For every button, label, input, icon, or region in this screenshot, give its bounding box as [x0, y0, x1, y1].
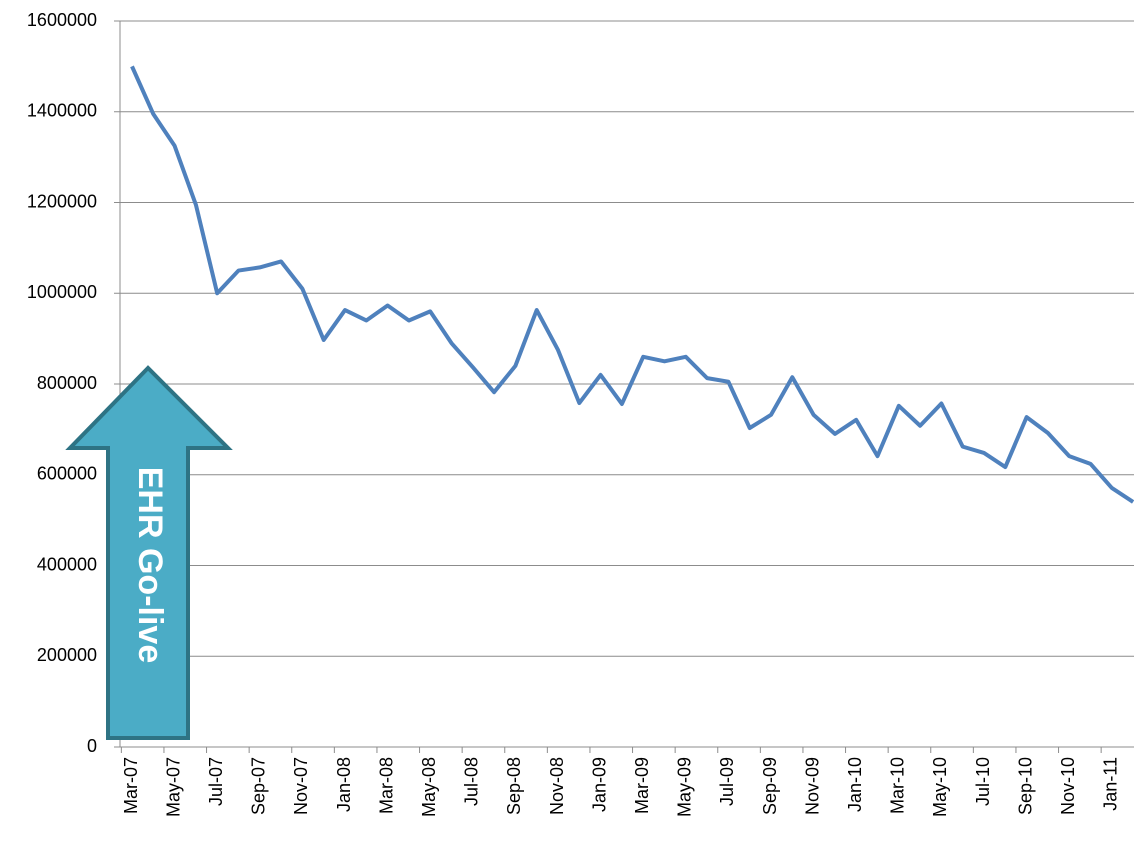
x-tick-label: Mar-08: [376, 757, 396, 814]
y-tick-label: 200000: [37, 645, 97, 665]
y-tick-label: 400000: [37, 554, 97, 574]
x-tick-label: Sep-10: [1015, 757, 1035, 815]
x-tick-label: May-09: [675, 757, 695, 817]
x-tick-label: Nov-10: [1058, 757, 1078, 815]
annotation: EHR Go-live: [131, 467, 169, 663]
x-tick-label: Jan-08: [334, 757, 354, 812]
x-tick-label: Jul-07: [206, 757, 226, 806]
x-tick-label: Sep-09: [760, 757, 780, 815]
x-tick-label: Jul-08: [462, 757, 482, 806]
x-tick-label: Jul-09: [717, 757, 737, 806]
x-tick-label: Nov-08: [547, 757, 567, 815]
x-tick-label: Jan-11: [1101, 757, 1121, 811]
x-tick-label: May-08: [419, 757, 439, 817]
y-tick-label: 600000: [37, 464, 97, 484]
y-tick-label: 1600000: [27, 10, 97, 30]
y-tick-label: 1000000: [27, 282, 97, 302]
x-tick-label: Mar-07: [121, 757, 141, 814]
go-live-arrow: [65, 365, 233, 740]
x-tick-label: Mar-09: [632, 757, 652, 814]
x-tick-label: Jul-10: [973, 757, 993, 806]
x-tick-label: May-07: [163, 757, 183, 817]
x-tick-label: Mar-10: [888, 757, 908, 814]
x-tick-label: Nov-07: [291, 757, 311, 815]
y-tick-label: 800000: [37, 373, 97, 393]
y-tick-label: 0: [87, 736, 97, 756]
y-tick-label: 1200000: [27, 191, 97, 211]
x-tick-label: Jan-10: [845, 757, 865, 812]
data-line: [130, 65, 1134, 504]
y-tick-label: 1400000: [27, 101, 97, 121]
x-tick-label: May-10: [930, 757, 950, 817]
x-tick-label: Nov-09: [802, 757, 822, 815]
x-tick-label: Sep-07: [249, 757, 269, 815]
x-tick-label: Sep-08: [504, 757, 524, 815]
x-tick-label: Jan-09: [589, 757, 609, 812]
